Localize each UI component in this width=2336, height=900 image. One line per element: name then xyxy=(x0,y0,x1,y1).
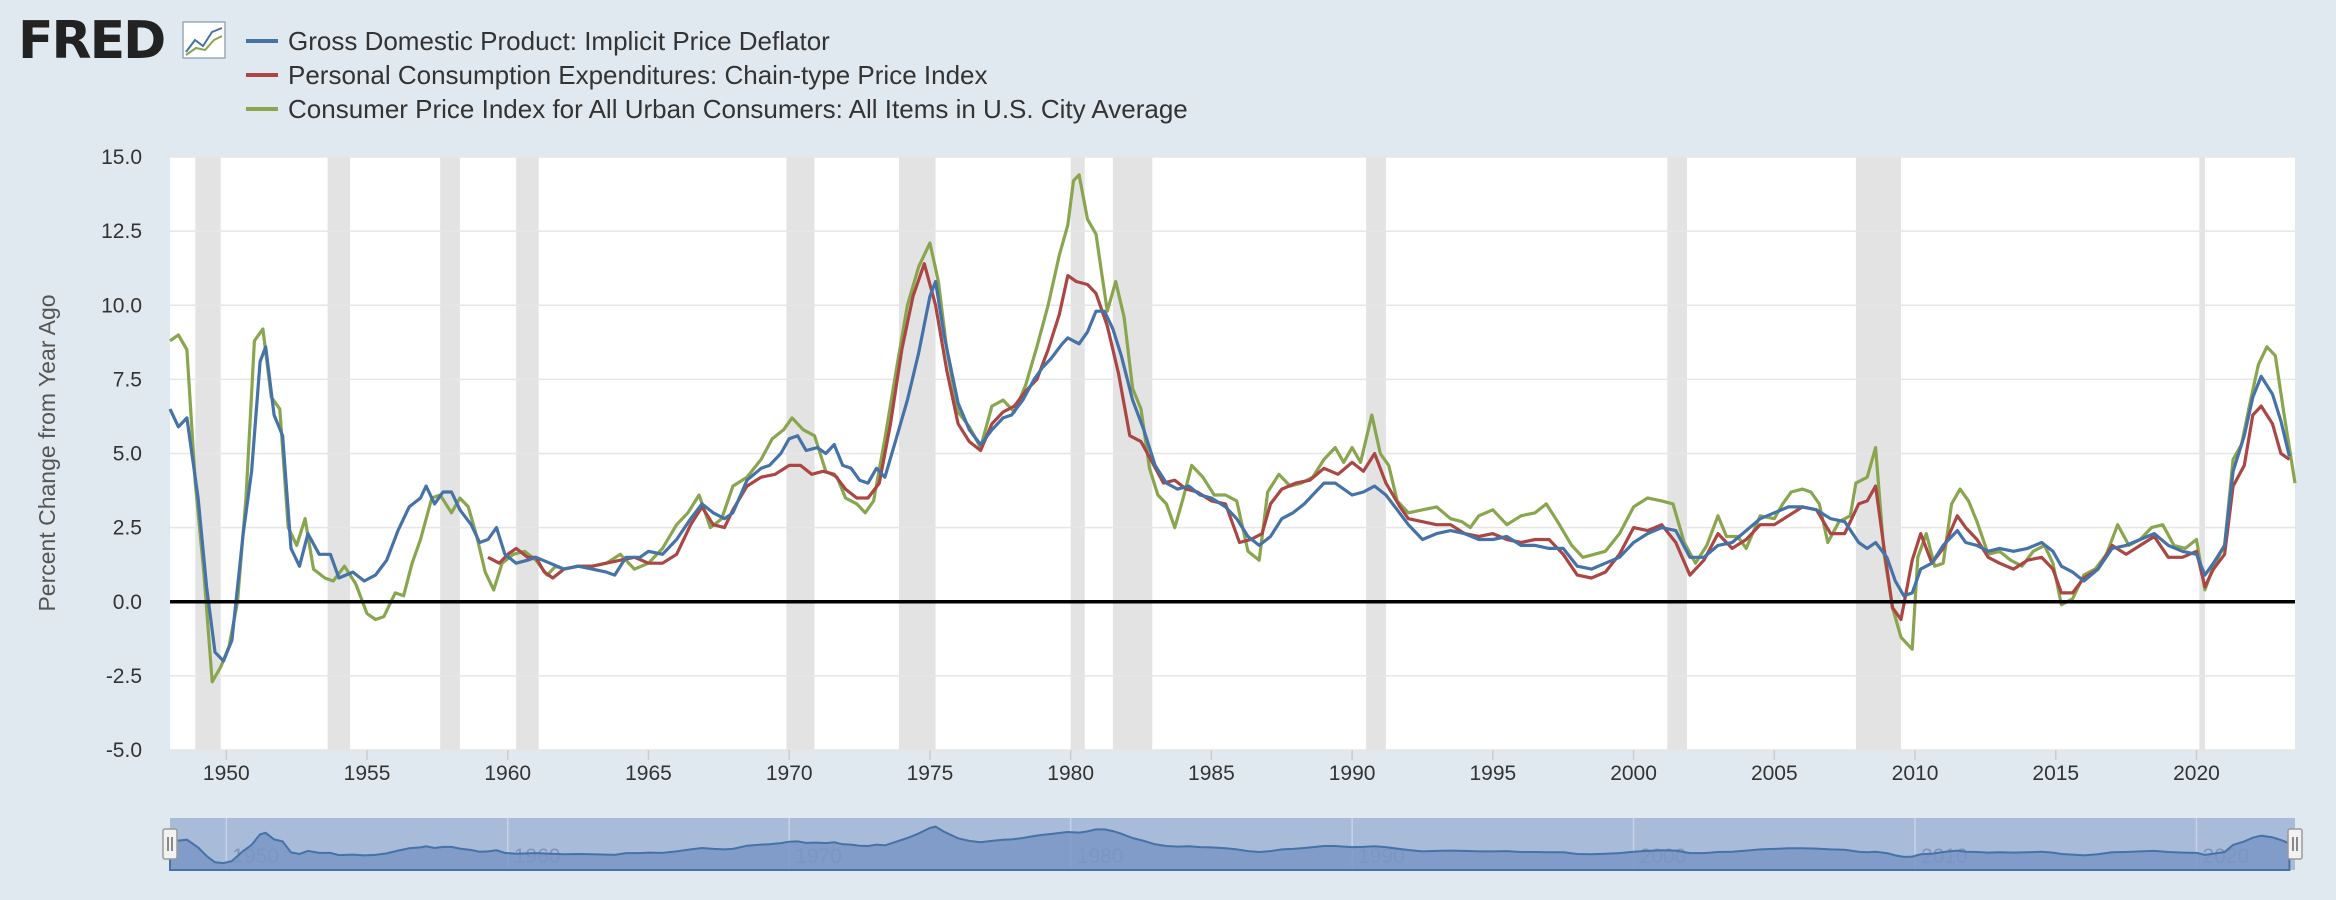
navigator-right-handle[interactable] xyxy=(2287,828,2303,860)
drag-handle-icon xyxy=(2292,837,2298,851)
x-axis: 1950 1955 1960 1965 1970 1975 1980 1985 1990 1995… xyxy=(203,750,2220,785)
y-tick-label: 0.0 xyxy=(113,591,142,614)
y-tick-label: 2.5 xyxy=(113,517,142,540)
y-axis-label: Percent Change from Year Ago xyxy=(34,294,60,611)
x-tick-label: 1975 xyxy=(907,762,954,785)
x-tick-label: 1995 xyxy=(1469,762,1516,785)
fred-logo-text: FRED xyxy=(18,11,164,71)
legend-label: Consumer Price Index for All Urban Consu… xyxy=(288,94,1188,124)
series-lines xyxy=(168,173,2297,684)
fred-logo[interactable]: FRED xyxy=(18,11,226,71)
x-tick-label: 1950 xyxy=(203,762,250,785)
x-tick-label: 1985 xyxy=(1188,762,1235,785)
series-line xyxy=(487,262,2291,622)
x-tick-label: 1955 xyxy=(344,762,391,785)
drag-handle-icon xyxy=(167,837,173,851)
y-axis: 15.0 12.5 10.0 7.5 5.0 2.5 0.0 -2.5 -5.0 xyxy=(101,146,142,762)
y-tick-label: 15.0 xyxy=(101,146,142,169)
x-tick-label: 2010 xyxy=(1892,762,1939,785)
navigator-left-handle[interactable] xyxy=(162,828,178,860)
y-tick-label: -2.5 xyxy=(106,665,142,688)
x-tick-label: 2005 xyxy=(1751,762,1798,785)
line-chart-icon xyxy=(182,21,226,59)
navigator[interactable]: 19501960197019801990200020102020 xyxy=(162,818,2303,871)
y-tick-label: 12.5 xyxy=(101,220,142,243)
y-tick-label: -5.0 xyxy=(106,739,142,762)
x-tick-label: 2000 xyxy=(1610,762,1657,785)
y-tick-label: 5.0 xyxy=(113,443,142,466)
x-tick-label: 2015 xyxy=(2032,762,2079,785)
x-tick-label: 1990 xyxy=(1329,762,1376,785)
x-tick-label: 2020 xyxy=(2173,762,2220,785)
x-tick-label: 1980 xyxy=(1047,762,1094,785)
x-tick-label: 1970 xyxy=(766,762,813,785)
legend-label: Personal Consumption Expenditures: Chain… xyxy=(288,60,988,90)
x-tick-label: 1960 xyxy=(484,762,531,785)
legend: Gross Domestic Product: Implicit Price D… xyxy=(246,26,1188,124)
legend-label: Gross Domestic Product: Implicit Price D… xyxy=(288,26,830,56)
navigator-area xyxy=(169,825,2291,871)
series-line xyxy=(168,279,2291,663)
y-tick-label: 7.5 xyxy=(113,368,142,391)
y-tick-label: 10.0 xyxy=(101,294,142,317)
x-tick-label: 1965 xyxy=(625,762,672,785)
